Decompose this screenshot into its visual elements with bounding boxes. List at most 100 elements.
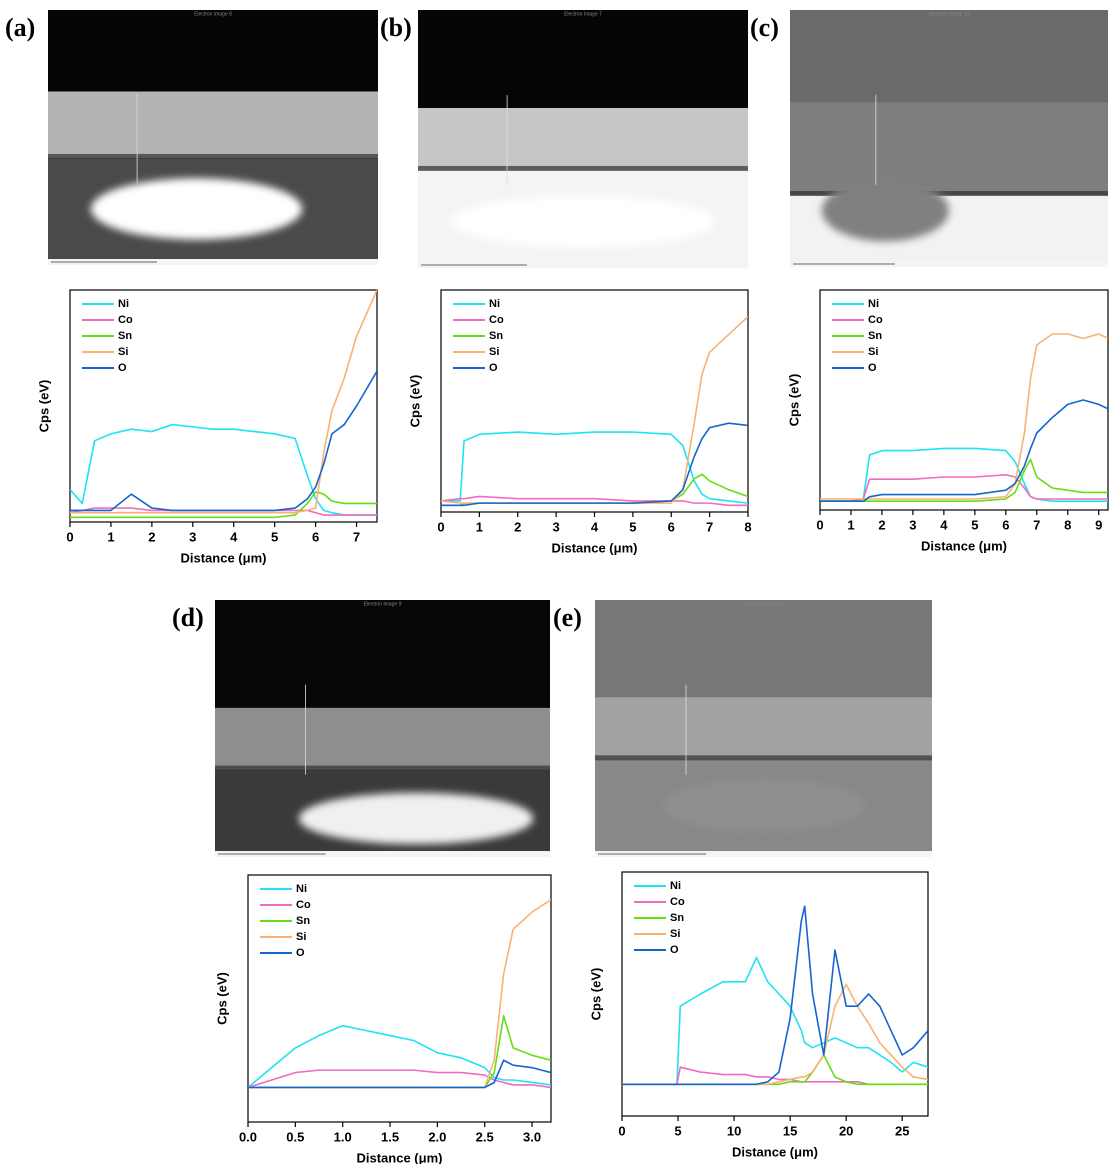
- image-caption: Electron Image 8: [194, 11, 232, 17]
- legend-label: Co: [489, 314, 504, 326]
- series-line: [70, 423, 377, 516]
- x-tick-label: 8: [744, 519, 751, 534]
- sem-image: [48, 10, 378, 265]
- x-tick-label: 0: [437, 519, 444, 534]
- sem-image: [418, 10, 748, 268]
- series-group: [441, 316, 748, 507]
- sem-footer: [595, 851, 932, 857]
- x-tick-label: 3: [189, 529, 196, 544]
- legend-label: Co: [670, 896, 685, 908]
- x-tick-label: 25: [895, 1123, 909, 1138]
- x-tick-label: 2: [514, 519, 521, 534]
- legend-label: Ni: [489, 298, 500, 310]
- y-axis-label: Cps (eV): [407, 375, 422, 428]
- x-tick-label: 5: [674, 1123, 681, 1138]
- legend-label: O: [868, 362, 877, 374]
- x-axis-label: Distance (μm): [552, 540, 638, 555]
- sem-top: [48, 10, 378, 92]
- legend-label: Co: [868, 314, 883, 326]
- legend-label: Si: [868, 346, 878, 358]
- panel-label: (e): [553, 603, 582, 632]
- series-line: [70, 491, 377, 519]
- series-line: [441, 431, 748, 504]
- panel-label: (a): [5, 13, 35, 42]
- legend-label: Sn: [868, 330, 882, 342]
- x-tick-label: 8: [1064, 517, 1071, 532]
- series-line: [622, 956, 928, 1086]
- x-tick-label: 6: [312, 529, 319, 544]
- x-tick-label: 2: [878, 517, 885, 532]
- legend-label: Sn: [118, 330, 132, 342]
- image-caption: Electron Image 9: [364, 601, 402, 607]
- x-tick-label: 7: [706, 519, 713, 534]
- panel-label: (d): [172, 603, 204, 632]
- plot-frame: [621, 871, 929, 1117]
- y-axis-label: Cps (eV): [214, 972, 229, 1025]
- legend-label: O: [296, 947, 305, 959]
- series-line: [441, 422, 748, 507]
- series-group: [622, 905, 928, 1086]
- sem-image: [595, 600, 932, 857]
- sem-blob: [821, 179, 950, 242]
- x-tick-label: 4: [940, 517, 948, 532]
- plot-frame: [247, 874, 552, 1123]
- sem-layer: [790, 102, 1108, 196]
- x-tick-label: 6: [1002, 517, 1009, 532]
- x-tick-label: 1.5: [381, 1129, 399, 1144]
- legend-label: O: [118, 362, 127, 374]
- legend-label: Sn: [670, 912, 684, 924]
- legend-label: Si: [670, 928, 680, 940]
- series-line: [70, 370, 377, 512]
- sem-blob: [662, 779, 865, 832]
- series-line: [70, 290, 377, 514]
- x-tick-label: 0: [618, 1123, 625, 1138]
- x-tick-label: 2.5: [476, 1129, 494, 1144]
- x-axis-label: Distance (μm): [181, 550, 267, 565]
- series-line: [820, 333, 1108, 500]
- series-line: [820, 399, 1108, 502]
- series-group: [248, 899, 551, 1089]
- legend-label: Si: [118, 346, 128, 358]
- legend-label: O: [489, 362, 498, 374]
- sem-top: [595, 600, 932, 698]
- x-tick-label: 5: [629, 519, 636, 534]
- sem-layer: [418, 108, 748, 170]
- x-tick-label: 5: [971, 517, 978, 532]
- legend-label: Co: [118, 314, 133, 326]
- plot-frame: [69, 289, 378, 523]
- x-tick-label: 0.0: [239, 1129, 257, 1144]
- series-line: [622, 905, 928, 1086]
- x-tick-label: 4: [230, 529, 238, 544]
- plot-frame: [819, 289, 1109, 511]
- sem-layer: [215, 707, 550, 770]
- legend-label: Si: [296, 931, 306, 943]
- x-tick-label: 5: [271, 529, 278, 544]
- legend-label: Sn: [489, 330, 503, 342]
- legend-label: Ni: [670, 880, 681, 892]
- x-axis-label: Distance (μm): [921, 538, 1007, 553]
- x-tick-label: 1.0: [334, 1129, 352, 1144]
- legend-label: Co: [296, 899, 311, 911]
- series-line: [248, 1069, 551, 1089]
- image-caption: Electron Image 10: [929, 11, 970, 17]
- sem-image: [215, 600, 550, 857]
- legend-label: Sn: [296, 915, 310, 927]
- x-tick-label: 10: [727, 1123, 741, 1138]
- series-line: [820, 474, 1108, 502]
- x-tick-label: 2.0: [428, 1129, 446, 1144]
- x-tick-label: 4: [591, 519, 599, 534]
- sem-blob: [90, 178, 303, 240]
- series-line: [820, 458, 1108, 502]
- x-tick-label: 3: [553, 519, 560, 534]
- series-line: [248, 1024, 551, 1089]
- series-group: [820, 333, 1108, 502]
- x-tick-label: 0: [816, 517, 823, 532]
- series-line: [248, 1059, 551, 1089]
- x-tick-label: 0.5: [286, 1129, 304, 1144]
- x-tick-label: 20: [839, 1123, 853, 1138]
- legend-label: Ni: [296, 883, 307, 895]
- sem-image: [790, 10, 1108, 267]
- legend-label: O: [670, 944, 679, 956]
- x-tick-label: 3.0: [523, 1129, 541, 1144]
